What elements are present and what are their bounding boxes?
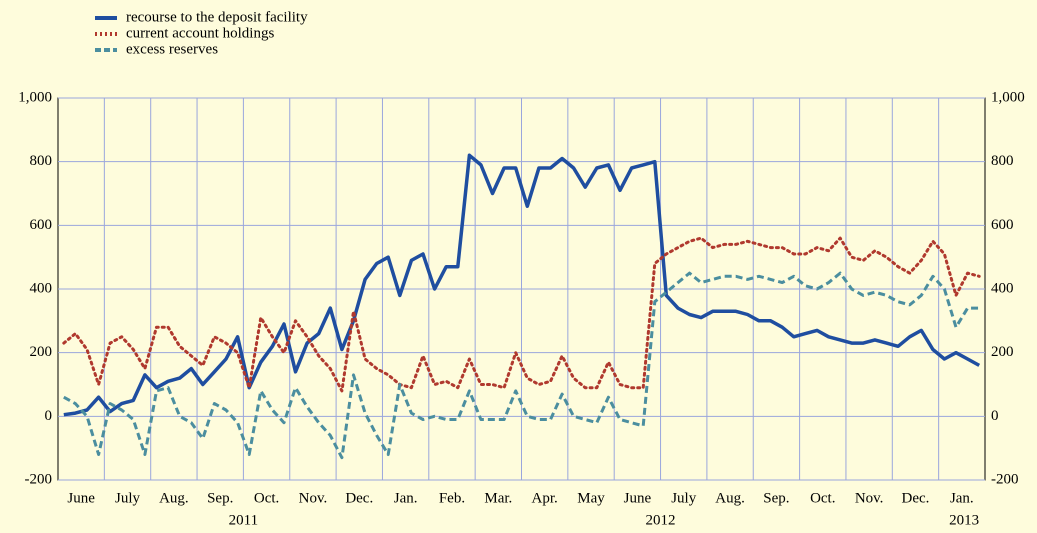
legend-label: current account holdings xyxy=(126,25,274,41)
x-tick-label: June xyxy=(67,490,95,506)
x-tick-label: May xyxy=(577,490,605,506)
y-tick-label: 1,000 xyxy=(18,89,52,105)
x-tick-label: Dec. xyxy=(345,490,373,506)
x-tick-label: Jan. xyxy=(950,490,974,506)
y2-tick-label: -200 xyxy=(991,471,1019,487)
x-tick-label: Oct. xyxy=(810,490,835,506)
y-tick-label: 600 xyxy=(30,217,53,233)
y2-tick-label: 1,000 xyxy=(991,89,1025,105)
y-tick-label: 400 xyxy=(30,280,53,296)
legend-label: excess reserves xyxy=(126,41,218,57)
x-tick-label: Aug. xyxy=(715,490,745,506)
y-tick-label: 800 xyxy=(30,153,53,169)
y2-tick-label: 0 xyxy=(991,408,999,424)
x-tick-label: Nov. xyxy=(299,490,328,506)
y2-tick-label: 600 xyxy=(991,217,1014,233)
y2-tick-label: 800 xyxy=(991,153,1014,169)
x-tick-label: Sep. xyxy=(207,490,233,506)
x-tick-label: Dec. xyxy=(902,490,930,506)
x-tick-label: Sep. xyxy=(763,490,789,506)
series-line xyxy=(63,271,980,460)
x-tick-label: Feb. xyxy=(439,490,465,506)
x-tick-label: June xyxy=(624,490,652,506)
legend-label: recourse to the deposit facility xyxy=(126,9,308,25)
y-tick-label: -200 xyxy=(25,471,53,487)
x-tick-label: Apr. xyxy=(532,490,558,506)
x-tick-label: Aug. xyxy=(159,490,189,506)
x-tick-label: Nov. xyxy=(855,490,884,506)
y-tick-label: 0 xyxy=(45,408,53,424)
y2-tick-label: 200 xyxy=(991,344,1014,360)
series-line xyxy=(62,236,981,393)
year-label: 2013 xyxy=(949,512,979,528)
series-line xyxy=(63,153,981,417)
x-tick-label: July xyxy=(671,490,697,506)
x-tick-label: Jan. xyxy=(394,490,418,506)
x-tick-label: July xyxy=(115,490,141,506)
y2-tick-label: 400 xyxy=(991,280,1014,296)
year-label: 2012 xyxy=(646,512,676,528)
y-tick-label: 200 xyxy=(30,344,53,360)
year-label: 2011 xyxy=(229,512,258,528)
x-tick-label: Mar. xyxy=(484,490,512,506)
x-tick-label: Oct. xyxy=(254,490,279,506)
